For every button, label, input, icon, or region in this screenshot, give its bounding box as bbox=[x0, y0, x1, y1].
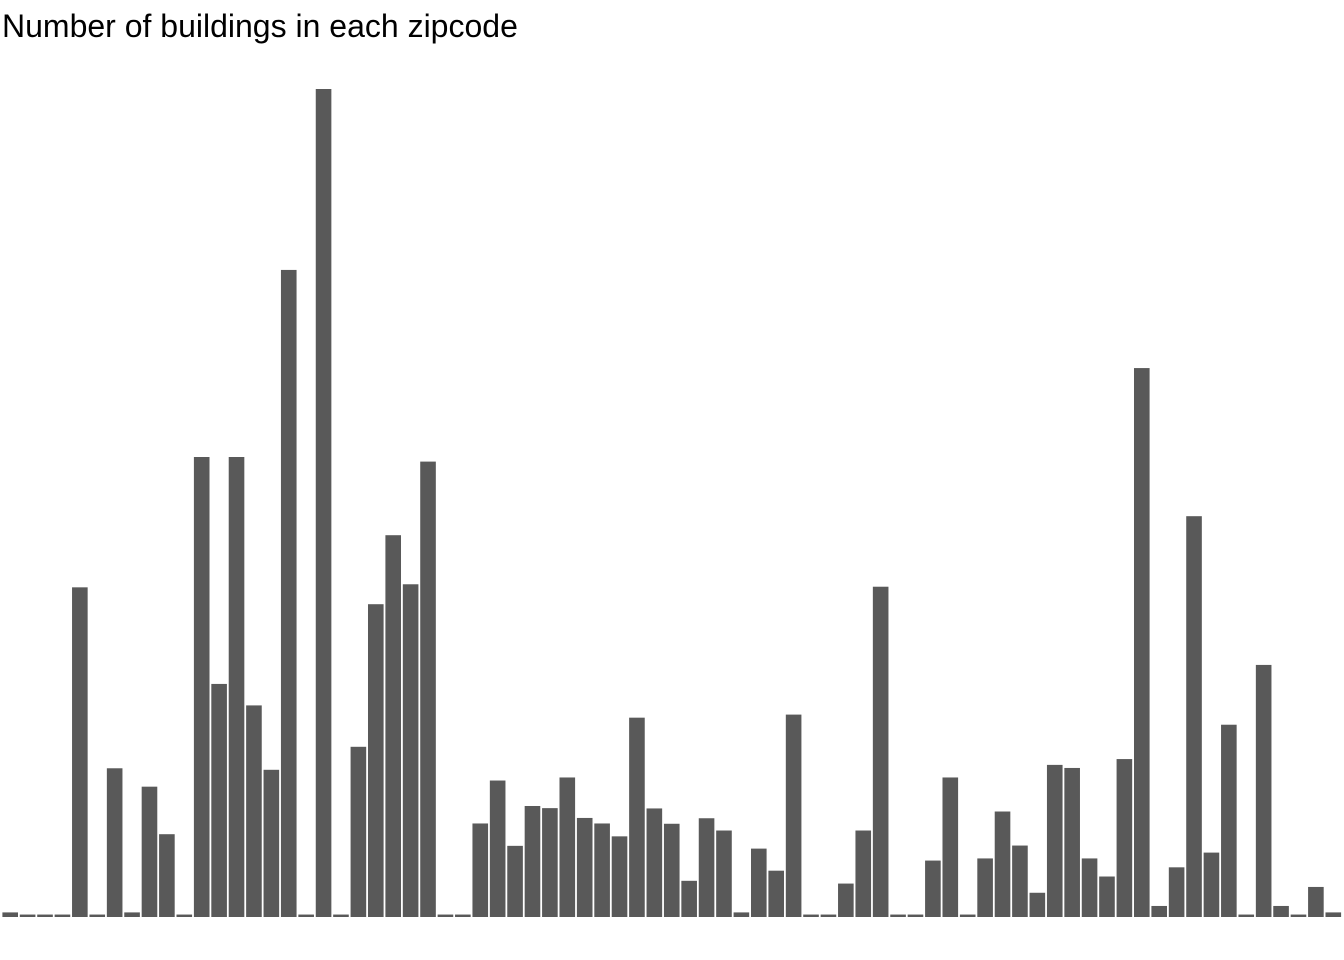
bar-11 bbox=[176, 914, 193, 917]
bar-24 bbox=[402, 584, 419, 917]
bar-67 bbox=[1151, 905, 1168, 917]
bar-64 bbox=[1099, 876, 1115, 917]
bar-27 bbox=[455, 914, 471, 917]
bar-74 bbox=[1273, 905, 1289, 917]
bar-16 bbox=[263, 769, 280, 917]
bar-69 bbox=[1186, 516, 1202, 917]
bar-5 bbox=[72, 587, 88, 917]
bar-61 bbox=[1046, 764, 1063, 917]
chart-title: Number of buildings in each zipcode bbox=[2, 8, 518, 44]
bar-46 bbox=[785, 714, 802, 917]
bar-23 bbox=[385, 535, 402, 917]
bar-8 bbox=[124, 912, 140, 917]
bar-20 bbox=[333, 914, 349, 917]
bar-55 bbox=[942, 777, 959, 917]
bar-60 bbox=[1029, 892, 1046, 917]
bar-39 bbox=[663, 823, 680, 917]
bar-77 bbox=[1325, 912, 1342, 917]
bar-7 bbox=[106, 768, 123, 917]
bar-47 bbox=[803, 914, 819, 917]
bar-50 bbox=[855, 830, 872, 917]
bar-33 bbox=[559, 777, 576, 917]
bar-19 bbox=[315, 89, 332, 917]
bar-18 bbox=[298, 914, 314, 917]
bar-63 bbox=[1081, 858, 1098, 917]
bar-12 bbox=[193, 457, 210, 917]
bar-32 bbox=[542, 808, 558, 917]
bar-48 bbox=[820, 914, 837, 917]
bar-34 bbox=[576, 817, 593, 917]
bar-36 bbox=[611, 836, 628, 917]
bar-35 bbox=[594, 823, 610, 917]
bar-52 bbox=[890, 914, 906, 917]
bar-37 bbox=[629, 717, 645, 917]
bar-31 bbox=[524, 805, 541, 917]
bar-45 bbox=[768, 870, 785, 917]
bar-40 bbox=[681, 880, 697, 917]
bar-75 bbox=[1290, 914, 1307, 917]
bar-14 bbox=[228, 457, 245, 917]
bar-4 bbox=[54, 914, 71, 917]
bar-15 bbox=[246, 705, 262, 917]
bar-66 bbox=[1133, 368, 1150, 917]
bar-6 bbox=[89, 914, 106, 917]
bar-56 bbox=[959, 914, 976, 917]
bar-10 bbox=[159, 834, 175, 917]
bar-62 bbox=[1064, 767, 1080, 917]
bar-2 bbox=[19, 914, 36, 917]
bar-71 bbox=[1221, 724, 1237, 917]
bar-54 bbox=[925, 860, 941, 917]
bar-30 bbox=[507, 845, 523, 917]
bar-42 bbox=[716, 830, 732, 917]
bar-25 bbox=[420, 461, 436, 917]
bar-53 bbox=[907, 914, 924, 917]
bar-44 bbox=[750, 848, 767, 917]
bar-51 bbox=[872, 586, 889, 917]
bar-29 bbox=[489, 780, 506, 917]
bar-58 bbox=[994, 811, 1011, 917]
bars-group bbox=[2, 89, 1342, 917]
bar-3 bbox=[37, 914, 53, 917]
bar-13 bbox=[211, 683, 227, 917]
bar-73 bbox=[1255, 664, 1272, 917]
bar-1 bbox=[2, 912, 19, 917]
bar-9 bbox=[141, 786, 158, 917]
bar-59 bbox=[1012, 845, 1028, 917]
bar-49 bbox=[838, 883, 854, 917]
bar-68 bbox=[1168, 867, 1185, 917]
bar-76 bbox=[1308, 886, 1324, 917]
bar-65 bbox=[1116, 759, 1133, 917]
bar-17 bbox=[280, 269, 297, 917]
bar-43 bbox=[733, 912, 750, 917]
bar-41 bbox=[698, 818, 715, 917]
bar-70 bbox=[1203, 852, 1220, 917]
bar-38 bbox=[646, 808, 663, 917]
bar-26 bbox=[437, 914, 454, 917]
bar-21 bbox=[350, 746, 367, 917]
bar-57 bbox=[977, 858, 993, 917]
bar-28 bbox=[472, 823, 489, 917]
bar-72 bbox=[1238, 914, 1255, 917]
bar-22 bbox=[367, 604, 384, 917]
